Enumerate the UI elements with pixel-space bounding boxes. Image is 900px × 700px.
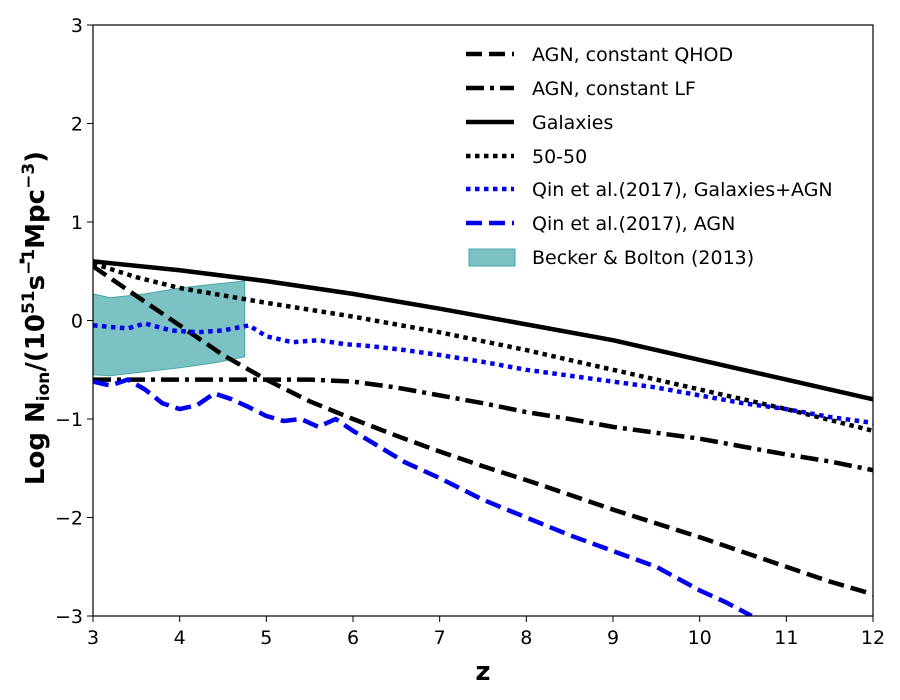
legend: AGN, constant QHOD AGN, constant LF Gala… [466, 44, 833, 269]
legend-swatch-becker-bolton [468, 248, 516, 267]
series-layer [93, 259, 873, 616]
x-tick-label: 8 [520, 627, 532, 649]
y-label-n: N [21, 401, 51, 423]
y-label-log: Log [21, 423, 51, 485]
x-tick-label: 7 [434, 627, 446, 649]
legend-label-50-50: 50-50 [532, 146, 587, 168]
legend-label-agn-constant-qhod: AGN, constant QHOD [532, 44, 733, 66]
series-line-agn-constant-lf [93, 377, 873, 473]
y-label-exp-mpc: −3 [19, 163, 39, 189]
y-tick-label: −1 [55, 409, 83, 431]
legend-label-galaxies: Galaxies [532, 112, 613, 134]
legend-label-agn-constant-lf: AGN, constant LF [532, 78, 696, 100]
x-tick-label: 3 [87, 627, 99, 649]
x-tick-label: 6 [347, 627, 359, 649]
x-tick-label: 12 [861, 627, 885, 649]
x-tick-label: 9 [607, 627, 619, 649]
y-label-unit-close: ) [21, 151, 51, 163]
legend-label-becker-bolton: Becker & Bolton (2013) [532, 247, 754, 269]
series-line-qin-et-al-2017-agn [93, 377, 753, 616]
y-label-unit-open: /(10 [21, 314, 51, 372]
y-tick-label: 2 [71, 114, 83, 136]
y-label-mpc: Mpc [21, 189, 51, 249]
y-label-exp-s: −1 [19, 249, 39, 275]
y-tick-label: −3 [55, 606, 83, 628]
series-line-qin-et-al-2017-galaxies-agn [93, 321, 873, 426]
legend-label-qin-agn: Qin et al.(2017), AGN [532, 213, 735, 235]
y-tick-label: 0 [71, 311, 83, 333]
band-layer [93, 280, 246, 377]
x-tick-label: 5 [260, 627, 272, 649]
y-tick-label: −2 [55, 508, 83, 530]
y-label-exp-51: 51 [19, 290, 39, 314]
series-line-agn-constant-qhod [93, 264, 873, 597]
y-label-ion: ion [34, 372, 54, 402]
y-label-s: s [21, 275, 51, 290]
n-dot-accent: · [8, 256, 38, 266]
x-tick-label: 11 [774, 627, 798, 649]
x-tick-label: 4 [174, 627, 186, 649]
series-line-galaxies [93, 259, 873, 402]
y-tick-label: 1 [71, 212, 83, 234]
y-tick-label: 3 [71, 15, 83, 37]
legend-label-qin-galaxies-agn: Qin et al.(2017), Galaxies+AGN [532, 179, 833, 201]
x-axis-label: z [475, 657, 490, 687]
x-tick-label: 10 [688, 627, 712, 649]
series-line-50-50 [93, 261, 873, 433]
y-axis-label: Log Nion/(1051s−1Mpc−3) [19, 151, 54, 485]
band-becker-bolton [93, 280, 246, 377]
